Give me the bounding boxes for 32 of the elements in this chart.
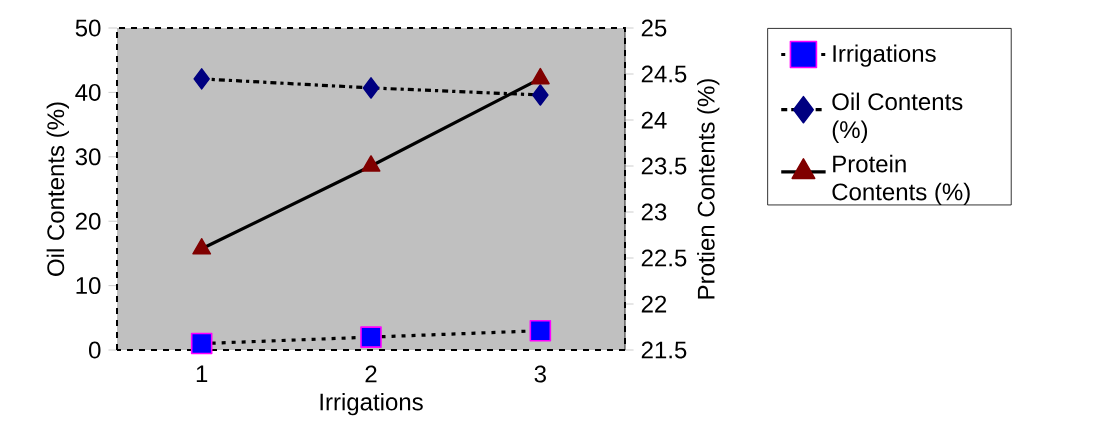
x-axis-title: Irrigations — [320, 392, 423, 416]
point — [361, 155, 381, 172]
y2-tick-label: 21.5 — [641, 341, 687, 359]
point — [193, 68, 210, 90]
y-tick-label: 20 — [75, 212, 101, 230]
y2-tick-label: 23.5 — [641, 157, 687, 175]
x-tick-label: 3 — [534, 365, 546, 383]
legend-label: Irrigations — [833, 44, 936, 67]
y2-tick-label: 25 — [641, 19, 667, 37]
x-tick-label: 2 — [365, 365, 377, 383]
y2-tick-label: 22 — [641, 295, 667, 313]
point — [192, 238, 212, 255]
point — [529, 319, 552, 342]
point — [532, 84, 549, 106]
legend-label: Oil Contents (%) — [832, 92, 963, 143]
y-tick-label: 10 — [76, 277, 101, 295]
point — [190, 332, 213, 355]
point — [360, 326, 382, 348]
y2-tick-label: 23 — [641, 203, 667, 221]
y-axis-title: Oil Contents (%) — [46, 102, 69, 276]
point — [362, 77, 380, 99]
y-tick-label: 50 — [75, 19, 101, 37]
x-tick-label: 1 — [196, 365, 208, 383]
y2-tick-label: 24.5 — [641, 65, 687, 83]
y2-tick-label: 22.5 — [641, 249, 687, 267]
y2-axis-title: Protien Contents (%) — [697, 79, 720, 299]
y-tick-label: 40 — [75, 83, 101, 101]
point — [530, 67, 550, 85]
y-tick-label: 0 — [89, 341, 101, 359]
legend-label: Protein Contents (%) — [832, 154, 970, 206]
y-tick-label: 30 — [75, 148, 101, 166]
y2-tick-label: 24 — [641, 111, 667, 129]
